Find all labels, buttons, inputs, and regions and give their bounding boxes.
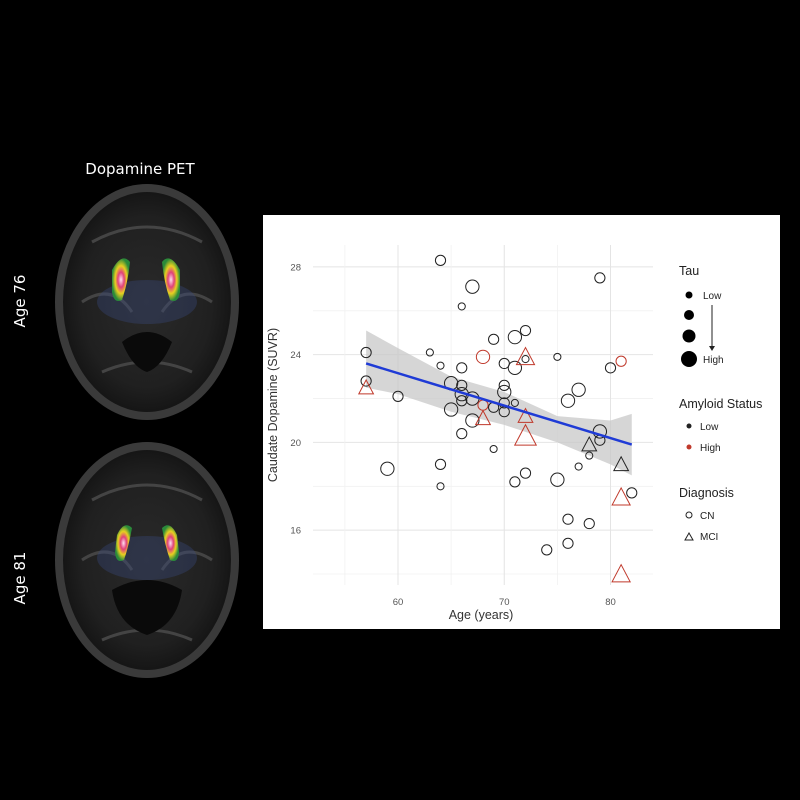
pet-scan-age-76: [55, 184, 239, 420]
legend-tau-size-1: [685, 291, 693, 299]
y-tick-label: 24: [290, 350, 301, 361]
data-points: [357, 254, 638, 583]
data-point-cn: [360, 375, 372, 387]
legend-dx-cn: CN: [700, 511, 714, 522]
age-81-label: Age 81: [11, 551, 29, 605]
legend-dx-mci: MCI: [700, 532, 718, 543]
y-axis-label: Caudate Dopamine (SUVR): [266, 328, 280, 482]
data-point-cn: [360, 346, 372, 359]
data-point-mci: [581, 435, 598, 452]
data-point-cn: [465, 279, 480, 294]
scatter-chart: 16 20 24 28 60 70 80 Age (years) Caudate Dopa…: [266, 245, 762, 622]
data-point-cn: [507, 329, 523, 345]
y-tick-label: 20: [290, 438, 301, 449]
data-point-cn: [615, 355, 627, 367]
data-point-cn: [465, 413, 480, 428]
data-point-cn: [594, 272, 606, 284]
data-point-cn: [457, 302, 466, 311]
data-point-mci: [612, 455, 630, 472]
data-point-cn: [436, 482, 445, 491]
x-tick-label: 60: [393, 597, 404, 608]
data-point-cn: [488, 333, 500, 345]
data-point-cn: [604, 362, 617, 374]
data-point-mci: [515, 346, 536, 366]
age-76-label: Age 76: [11, 274, 29, 328]
legend-amyloid-low: Low: [700, 422, 719, 433]
data-point-cn: [585, 451, 594, 460]
y-tick-label: 16: [290, 526, 301, 537]
data-point-cn: [510, 398, 519, 407]
legend-tau-arrow-head: [709, 346, 715, 351]
legend-tau-high: High: [703, 355, 724, 366]
legend-dx-mci-marker: [684, 531, 694, 541]
data-point-cn: [392, 390, 404, 402]
x-tick-label: 70: [499, 597, 510, 608]
data-point-cn: [626, 487, 638, 499]
x-axis-label: Age (years): [449, 608, 514, 622]
data-point-cn: [574, 462, 583, 471]
data-point-cn: [571, 382, 586, 397]
y-tick-labels: 16 20 24 28: [290, 262, 301, 536]
data-point-cn: [562, 513, 574, 525]
data-point-cn: [541, 544, 553, 556]
legend-diagnosis-title: Diagnosis: [679, 486, 734, 500]
legend-tau-size-2: [684, 310, 694, 320]
data-point-cn: [583, 517, 595, 530]
data-point-mci: [474, 409, 492, 426]
data-point-cn: [562, 537, 574, 549]
data-point-cn: [521, 355, 530, 364]
pet-panel-title: Dopamine PET: [85, 160, 195, 178]
regression-line: [365, 362, 633, 446]
data-point-cn: [434, 254, 447, 266]
data-point-cn: [560, 393, 576, 408]
legend-tau-size-3: [682, 329, 696, 343]
legend-amyloid-title: Amyloid Status: [679, 397, 762, 411]
data-point-cn: [519, 324, 532, 337]
data-point-cn: [519, 467, 532, 479]
data-point-cn: [443, 402, 459, 417]
data-point-cn: [553, 352, 562, 361]
data-point-cn: [456, 395, 468, 407]
x-tick-labels: 60 70 80: [393, 597, 616, 608]
legend-tau-size-4: [681, 351, 697, 367]
data-point-cn: [509, 476, 521, 488]
data-point-cn: [425, 348, 434, 357]
data-point-cn: [380, 461, 395, 476]
scatter-chart-panel: 16 20 24 28 60 70 80 Age (years) Caudate Dopa…: [263, 215, 780, 629]
data-point-cn: [434, 458, 447, 470]
pet-scan-age-81: [55, 442, 239, 678]
chart-legend: Tau Low High Amyloid Status Low High Dia…: [679, 264, 762, 543]
data-point-cn: [550, 472, 565, 487]
legend-amyloid-low-dot: [686, 423, 692, 429]
legend-amyloid-high-dot: [686, 444, 692, 450]
data-point-mci: [611, 563, 631, 583]
data-point-mci: [517, 407, 534, 423]
data-point-mci: [357, 378, 375, 395]
x-tick-label: 80: [605, 597, 616, 608]
data-point-cn: [592, 424, 608, 439]
data-point-cn: [507, 360, 523, 375]
data-point-cn: [497, 384, 512, 400]
data-point-mci: [513, 423, 538, 446]
data-point-cn: [498, 379, 510, 391]
legend-amyloid-high: High: [700, 443, 721, 454]
legend-dx-cn-marker: [685, 511, 693, 519]
data-point-mci: [611, 486, 631, 506]
data-point-cn: [456, 379, 468, 391]
y-tick-label: 28: [290, 262, 301, 273]
legend-tau-low: Low: [703, 291, 722, 302]
data-point-cn: [489, 444, 498, 454]
data-point-cn: [456, 428, 468, 440]
data-point-cn: [436, 361, 445, 370]
legend-tau-title: Tau: [679, 264, 699, 278]
data-point-cn: [456, 362, 468, 374]
data-point-cn: [475, 349, 491, 365]
